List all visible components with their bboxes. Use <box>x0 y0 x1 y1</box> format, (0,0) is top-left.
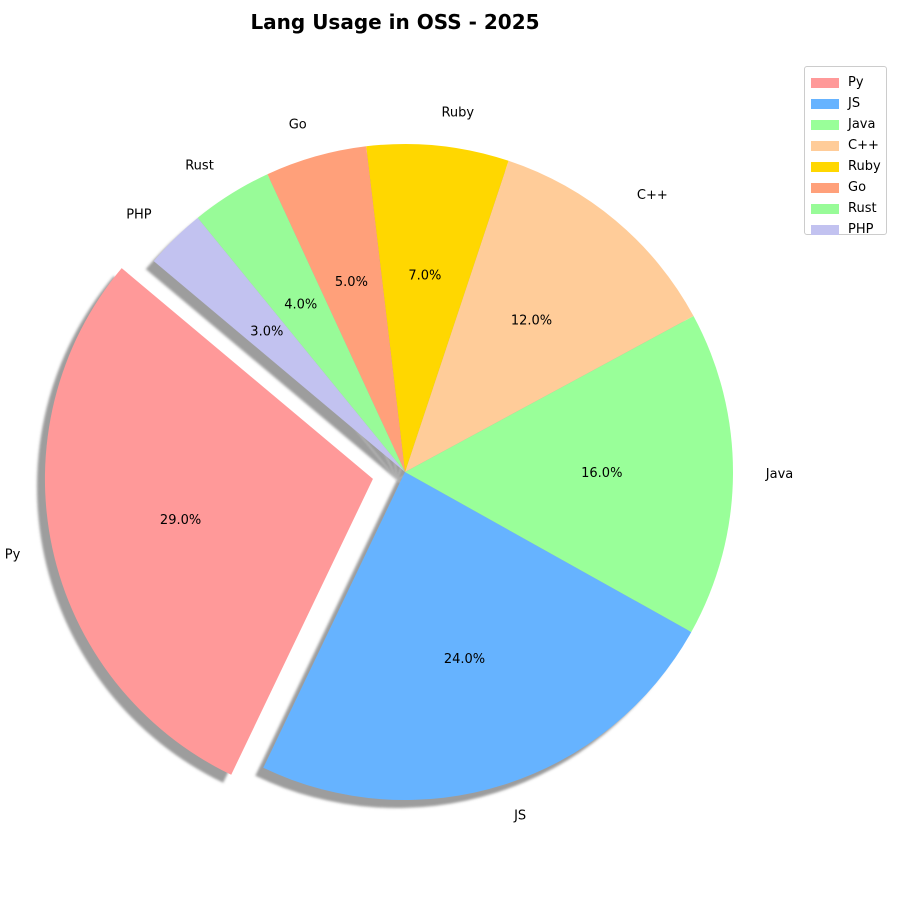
category-label-js: JS <box>513 808 526 823</box>
legend-swatch <box>811 98 839 109</box>
pie-slice-cplusplus <box>405 160 694 472</box>
pie-slice-js <box>263 472 692 800</box>
legend-label: Py <box>848 75 864 90</box>
category-label-go: Go <box>289 117 307 132</box>
pct-label-py: 29.0% <box>160 513 201 528</box>
legend-label: Go <box>848 180 867 195</box>
pct-label-js: 24.0% <box>444 652 485 667</box>
legend-item-js: JS <box>805 93 886 114</box>
category-label-py: Py <box>5 548 21 563</box>
legend-item-rust: Rust <box>805 198 886 219</box>
category-label-ruby: Ruby <box>441 106 474 121</box>
pct-label-ruby: 7.0% <box>408 269 441 284</box>
legend-label: Rust <box>848 201 877 216</box>
legend-item-cplusplus: C++ <box>805 135 886 156</box>
category-label-java: Java <box>765 467 793 482</box>
legend-item-java: Java <box>805 114 886 135</box>
legend-swatch <box>811 77 839 88</box>
legend-swatch <box>811 182 839 193</box>
legend: Py JS Java C++ Ruby Go Rust PHP <box>804 66 887 237</box>
pie-slice-java <box>405 315 733 633</box>
legend-swatch <box>811 224 839 235</box>
category-label-rust: Rust <box>185 159 214 174</box>
legend-item-ruby: Ruby <box>805 156 886 177</box>
legend-label: C++ <box>848 138 879 153</box>
category-label-cplusplus: C++ <box>637 188 668 203</box>
legend-label: Java <box>848 117 876 132</box>
legend-label: PHP <box>848 222 874 237</box>
pie-slice-rust <box>197 174 405 472</box>
legend-swatch <box>811 161 839 172</box>
pct-label-php: 3.0% <box>250 324 283 339</box>
pie-slice-ruby <box>366 144 509 473</box>
chart-title: Lang Usage in OSS - 2025 <box>250 10 540 34</box>
pie-slice-py <box>44 268 373 775</box>
legend-label: Ruby <box>848 159 881 174</box>
legend-swatch <box>811 203 839 214</box>
legend-item-go: Go <box>805 177 886 198</box>
pct-label-go: 5.0% <box>335 275 368 290</box>
pct-label-java: 16.0% <box>581 466 622 481</box>
pct-label-cplusplus: 12.0% <box>511 314 552 329</box>
legend-swatch <box>811 140 839 151</box>
pie-slice-go <box>267 146 405 472</box>
legend-swatch <box>811 119 839 130</box>
legend-item-py: Py <box>805 72 886 93</box>
category-label-php: PHP <box>126 208 152 223</box>
pct-label-rust: 4.0% <box>284 298 317 313</box>
legend-label: JS <box>848 96 861 111</box>
pie-slice-php <box>153 217 405 472</box>
legend-item-php: PHP <box>805 219 886 240</box>
